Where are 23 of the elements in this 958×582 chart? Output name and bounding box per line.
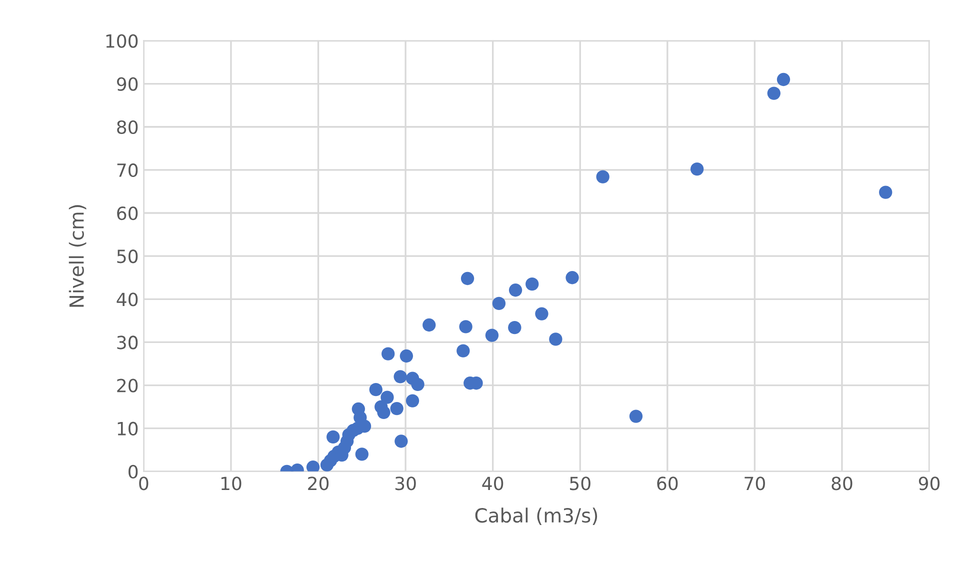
y-tick-label: 80 <box>117 120 138 134</box>
y-tick-label: 10 <box>118 422 138 436</box>
x-tick-label: 90 <box>918 476 940 490</box>
x-tick-label: 50 <box>570 476 590 490</box>
y-tick-label: 0 <box>128 464 138 479</box>
y-axis-title: Nivell (cm) <box>68 205 86 307</box>
x-tick-label: 10 <box>221 476 242 490</box>
y-tick-label: 40 <box>116 292 138 306</box>
y-tick-label: 30 <box>117 336 138 350</box>
x-tick-label: 60 <box>657 476 678 490</box>
y-tick-label: 70 <box>117 163 138 178</box>
x-tick-label: 70 <box>744 476 765 490</box>
x-tick-label: 0 <box>139 476 148 490</box>
x-tick-label: 20 <box>308 476 329 490</box>
x-axis-title: Cabal (m3/s) <box>475 508 598 525</box>
y-tick-label: 20 <box>117 378 138 392</box>
x-tick-label: 30 <box>395 476 416 490</box>
y-tick-label: 60 <box>117 206 138 220</box>
y-tick-label: 50 <box>117 250 138 264</box>
y-tick-label: 90 <box>117 77 138 91</box>
y-tick-label: 100 <box>106 34 138 48</box>
x-tick-label: 80 <box>832 476 852 490</box>
x-tick-label: 40 <box>482 476 504 490</box>
